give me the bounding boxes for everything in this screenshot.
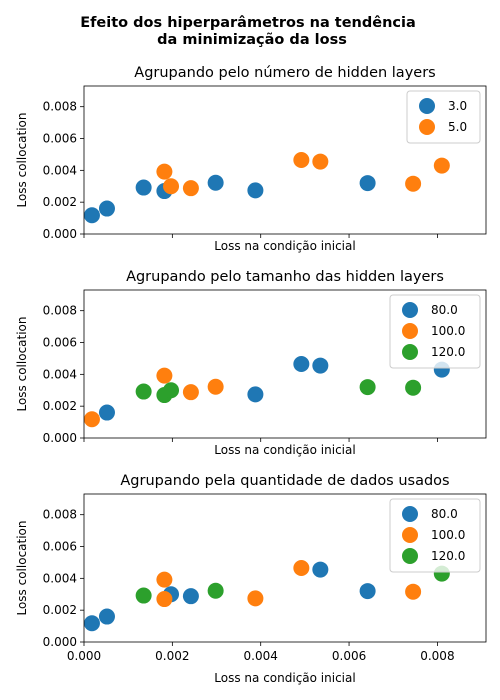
legend-marker <box>402 527 418 543</box>
scatter-point-series-3 <box>135 587 152 604</box>
scatter-point-series-3 <box>163 382 180 399</box>
x-axis-label: Loss na condição inicial <box>214 239 355 253</box>
x-axis-label: Loss na condição inicial <box>214 443 355 457</box>
legend-label: 100.0 <box>431 528 465 542</box>
scatter-point-series-1 <box>98 404 115 421</box>
x-tick-label: 0.008 <box>420 649 454 663</box>
x-axis-label: Loss na condição inicial <box>214 671 355 685</box>
scatter-point-series-2 <box>207 378 224 395</box>
scatter-point-series-3 <box>207 582 224 599</box>
scatter-point-series-1 <box>98 200 115 217</box>
scatter-point-series-1 <box>312 357 329 374</box>
scatter-point-series-3 <box>405 379 422 396</box>
legend-label: 5.0 <box>448 120 467 134</box>
scatter-point-series-1 <box>83 615 100 632</box>
y-tick-label: 0.008 <box>43 100 77 114</box>
scatter-point-series-2 <box>156 571 173 588</box>
x-tick-label: 0.004 <box>244 649 278 663</box>
axes-frame <box>83 85 487 235</box>
scatter-point-series-2 <box>182 384 199 401</box>
y-tick-label: 0.004 <box>43 163 77 177</box>
y-tick-label: 0.004 <box>43 367 77 381</box>
panel-3: Agrupando pela quantidade de dados usado… <box>15 473 487 685</box>
x-tick-label: 0.000 <box>67 649 101 663</box>
y-tick-label: 0.002 <box>43 399 77 413</box>
scatter-point-series-2 <box>247 590 264 607</box>
legend-label: 100.0 <box>431 324 465 338</box>
scatter-point-series-2 <box>83 411 100 428</box>
scatter-point-series-1 <box>359 583 376 600</box>
y-tick-label: 0.000 <box>43 635 77 649</box>
figure-suptitle-line1: Efeito dos hiperparâmetros na tendência <box>80 15 416 31</box>
scatter-point-series-2 <box>182 180 199 197</box>
scatter-point-series-2 <box>293 560 310 576</box>
legend: 3.0 5.0 <box>406 90 481 144</box>
y-axis-label: Loss collocation <box>15 316 29 411</box>
legend-label: 120.0 <box>431 345 465 359</box>
scatter-point-series-2 <box>156 163 173 180</box>
x-tick-label: 0.006 <box>332 649 366 663</box>
scatter-point-series-2 <box>405 583 422 600</box>
scatter-point-series-1 <box>247 386 264 403</box>
legend: 80.0 100.0 120.0 <box>389 294 481 369</box>
legend-label: 80.0 <box>431 303 458 317</box>
y-tick-label: 0.008 <box>43 508 77 522</box>
y-tick-label: 0.002 <box>43 195 77 209</box>
legend-marker <box>419 119 435 135</box>
scatter-point-series-1 <box>359 175 376 192</box>
legend-marker <box>402 302 418 318</box>
axes-frame <box>83 493 487 643</box>
axes-frame <box>83 289 487 439</box>
scatter-point-series-1 <box>135 179 152 196</box>
scatter-point-series-1 <box>182 588 199 605</box>
scatter-point-series-1 <box>83 207 100 224</box>
legend-label: 3.0 <box>448 99 467 113</box>
panel-1: Agrupando pelo número de hidden layers 0.… <box>15 65 487 253</box>
y-tick-label: 0.002 <box>43 603 77 617</box>
scatter-point-series-1 <box>207 174 224 191</box>
scatter-point-series-2 <box>293 152 310 168</box>
y-tick-label: 0.000 <box>43 431 77 445</box>
scatter-point-series-1 <box>247 182 264 199</box>
legend-marker <box>419 98 435 114</box>
y-axis-label: Loss collocation <box>15 112 29 207</box>
x-tick-label: 0.002 <box>155 649 189 663</box>
panel-title: Agrupando pelo tamanho das hidden layers <box>126 269 444 285</box>
scatter-point-series-1 <box>312 561 329 578</box>
y-tick-label: 0.006 <box>43 132 77 146</box>
y-axis-label: Loss collocation <box>15 520 29 615</box>
legend-marker <box>402 548 418 564</box>
figure-suptitle-line2: da minimização da loss <box>157 32 347 48</box>
legend-marker <box>402 506 418 522</box>
panel-2: Agrupando pelo tamanho das hidden layers… <box>15 269 487 457</box>
scatter-point-series-2 <box>156 591 173 608</box>
panel-title: Agrupando pelo número de hidden layers <box>134 65 435 81</box>
y-tick-label: 0.004 <box>43 571 77 585</box>
scatter-point-series-2 <box>156 367 173 384</box>
y-tick-label: 0.008 <box>43 304 77 318</box>
y-tick-label: 0.006 <box>43 540 77 554</box>
legend-marker <box>402 344 418 360</box>
scatter-point-series-3 <box>135 383 152 400</box>
scatter-point-series-2 <box>312 153 329 170</box>
scatter-point-series-2 <box>405 175 422 192</box>
scatter-point-series-1 <box>293 356 310 372</box>
legend-marker <box>402 323 418 339</box>
legend-box <box>406 90 481 144</box>
legend: 80.0 100.0 120.0 <box>389 498 481 573</box>
y-tick-label: 0.006 <box>43 336 77 350</box>
scatter-point-series-2 <box>163 178 180 195</box>
scatter-point-series-3 <box>359 379 376 396</box>
panel-title: Agrupando pela quantidade de dados usado… <box>120 473 449 489</box>
scatter-point-series-2 <box>433 157 450 174</box>
y-tick-label: 0.000 <box>43 227 77 241</box>
legend-label: 80.0 <box>431 507 458 521</box>
scatter-point-series-1 <box>98 608 115 625</box>
legend-label: 120.0 <box>431 549 465 563</box>
